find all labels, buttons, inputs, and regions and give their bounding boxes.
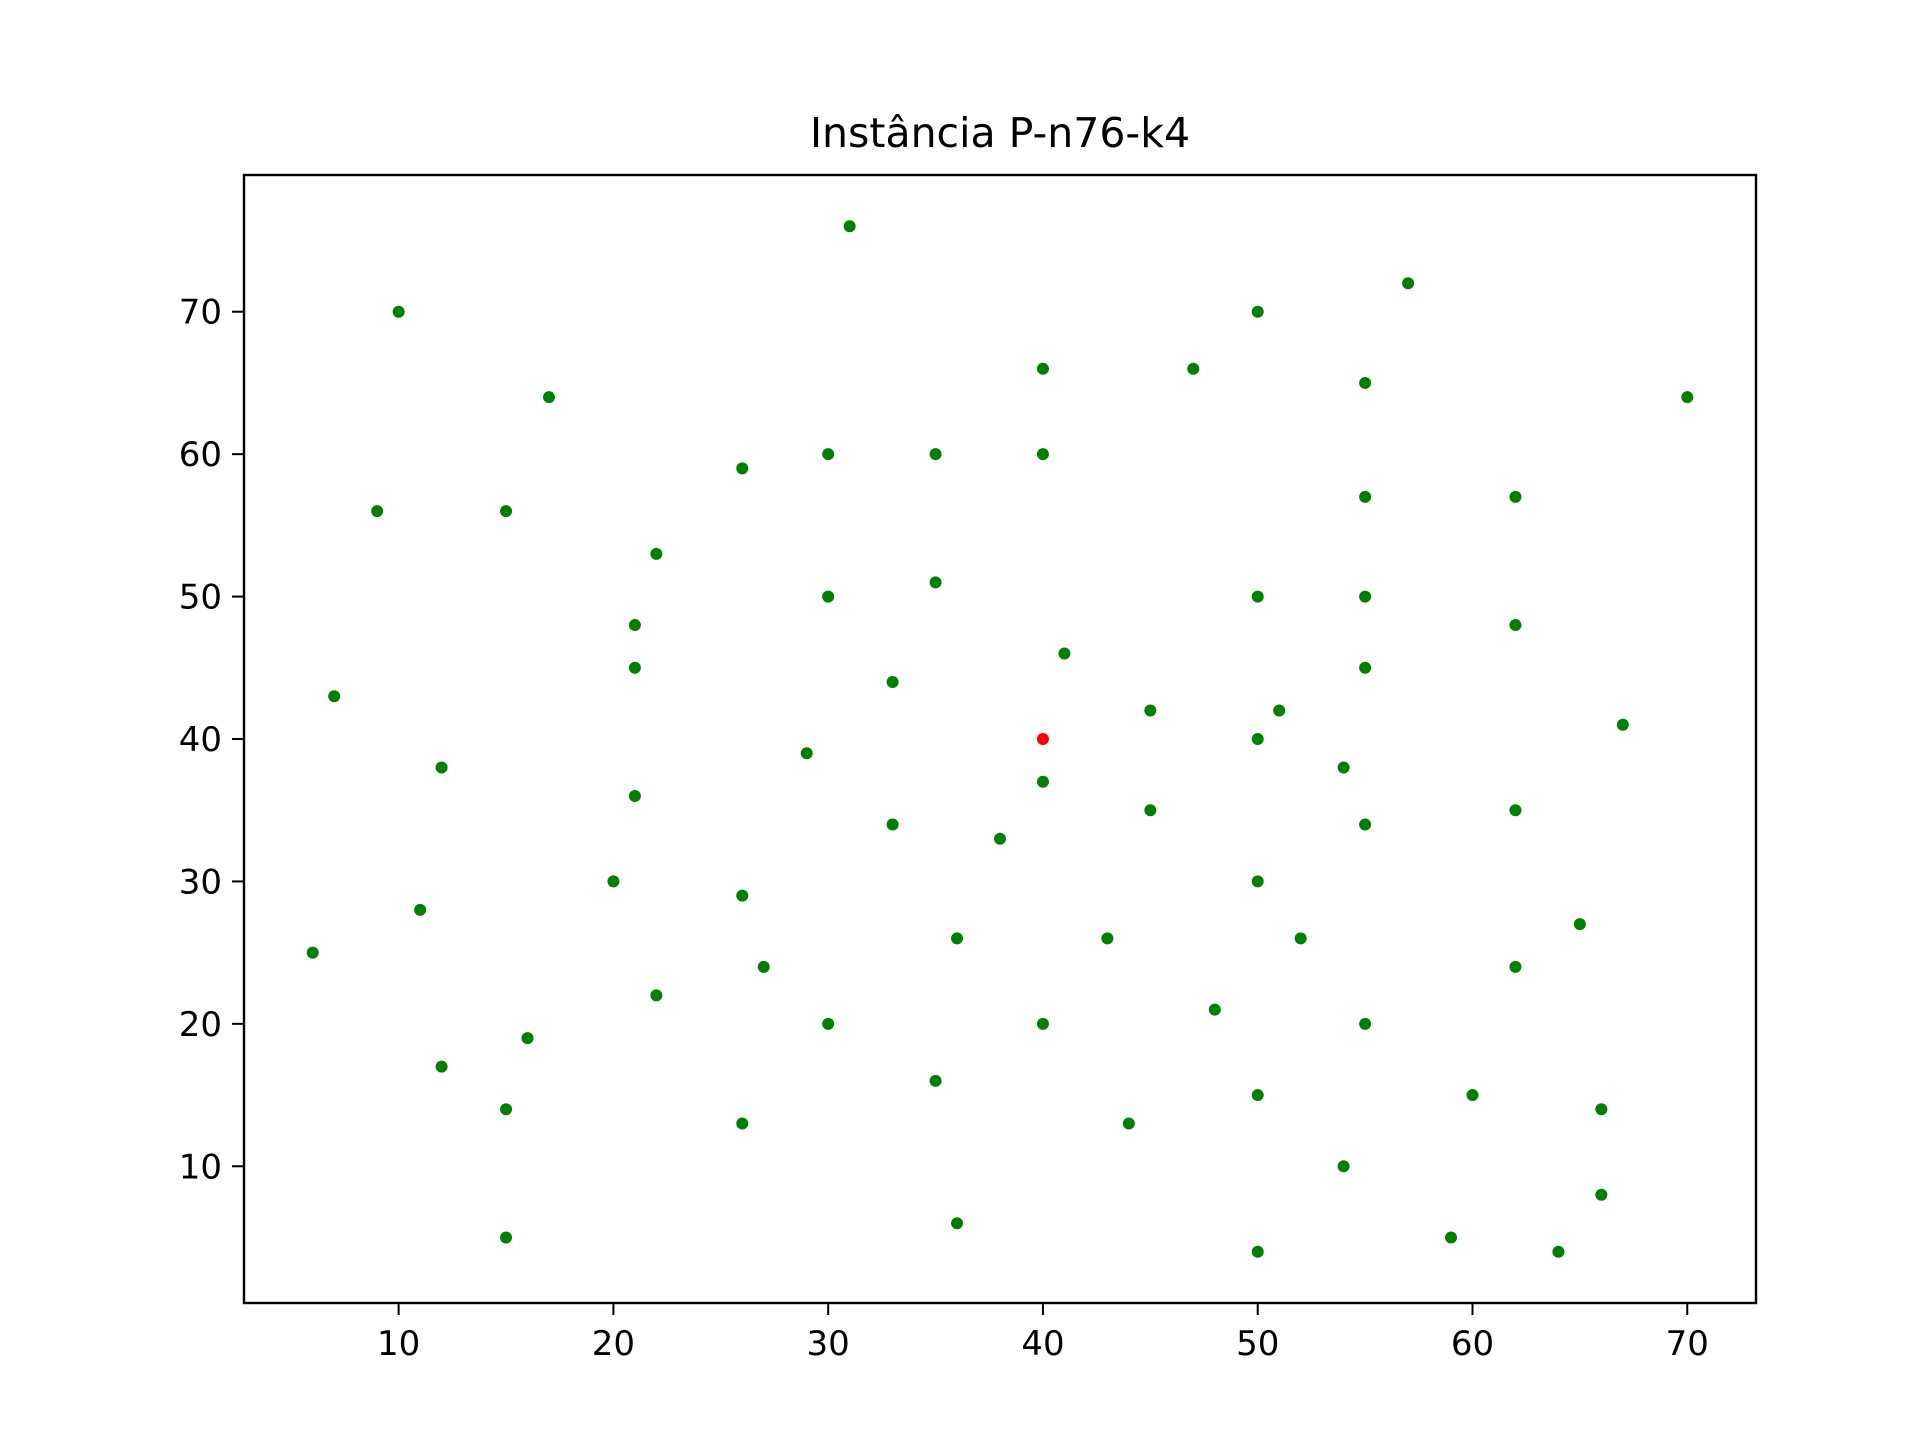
customer-point (822, 590, 835, 603)
y-tick-label: 30 (179, 862, 222, 902)
customer-point (1402, 277, 1415, 290)
customer-point (1359, 376, 1372, 389)
customer-point (650, 547, 663, 560)
customer-point (929, 448, 942, 461)
customer-point (414, 903, 427, 916)
customer-point (1251, 1089, 1264, 1102)
customer-point (736, 462, 749, 475)
y-tick-label: 20 (179, 1005, 222, 1045)
customer-point (628, 619, 641, 632)
customer-point (1616, 718, 1629, 731)
customer-point (500, 1103, 513, 1116)
x-tick-label: 10 (377, 1324, 420, 1364)
customer-point (328, 690, 341, 703)
customer-point (1466, 1089, 1479, 1102)
x-tick-label: 70 (1666, 1324, 1709, 1364)
customer-point (1359, 818, 1372, 831)
customer-point (1595, 1188, 1608, 1201)
customer-point (371, 505, 384, 518)
customer-point (1273, 704, 1286, 717)
customer-point (607, 875, 620, 888)
depot-point (1036, 733, 1049, 745)
y-tick-label: 50 (179, 578, 222, 618)
customer-point (1445, 1231, 1458, 1244)
y-tick-label: 40 (179, 720, 222, 760)
customer-point (1337, 1160, 1350, 1173)
customer-point (843, 220, 856, 233)
customer-point (1573, 918, 1586, 931)
customer-point (994, 832, 1006, 845)
y-tick-label: 60 (179, 435, 222, 475)
chart-title: Instância P-n76-k4 (810, 109, 1190, 157)
customer-point (1144, 804, 1157, 817)
customer-point (1359, 661, 1372, 674)
x-tick-label: 20 (592, 1324, 635, 1364)
customer-point (1036, 775, 1049, 788)
customer-point (1208, 1003, 1221, 1016)
customer-point (435, 1060, 448, 1073)
customer-point (1509, 619, 1522, 632)
customer-point (736, 889, 749, 902)
y-tick-label: 70 (179, 293, 222, 333)
customer-point (1251, 590, 1264, 603)
data-points (306, 220, 1694, 1258)
customer-point (1509, 490, 1522, 503)
customer-point (1251, 305, 1264, 318)
customer-point (1122, 1117, 1135, 1130)
customer-point (542, 391, 555, 404)
customer-point (951, 1217, 964, 1230)
customer-point (929, 1074, 942, 1087)
customer-point (929, 576, 942, 589)
customer-point (500, 505, 513, 518)
customer-point (822, 1017, 835, 1030)
customer-point (886, 818, 899, 831)
x-tick-label: 50 (1236, 1324, 1279, 1364)
customer-point (1337, 761, 1350, 774)
customer-point (822, 448, 835, 461)
customer-point (1144, 704, 1157, 717)
customer-point (392, 305, 405, 318)
customer-point (1509, 804, 1522, 817)
customer-point (1359, 490, 1372, 503)
customer-point (306, 946, 319, 959)
customer-point (500, 1231, 513, 1244)
customer-point (1359, 590, 1372, 603)
customer-point (1101, 932, 1114, 945)
customer-point (1509, 960, 1522, 973)
customer-point (1294, 932, 1307, 945)
y-tick-label: 10 (179, 1147, 222, 1187)
customer-point (757, 960, 770, 973)
axis-ticks: 10 20 30 40 50 60 70 10 20 30 40 50 60 70 (179, 293, 1709, 1364)
plot-area-frame (242, 173, 1758, 1305)
customer-point (1036, 362, 1049, 375)
customer-point (1036, 448, 1049, 461)
customer-point (951, 932, 964, 945)
customer-point (650, 989, 663, 1002)
customer-point (1251, 875, 1264, 888)
x-tick-label: 60 (1451, 1324, 1494, 1364)
customer-point (435, 761, 448, 774)
customer-point (1187, 362, 1200, 375)
customer-point (1681, 391, 1694, 404)
x-tick-label: 30 (807, 1324, 850, 1364)
customer-point (1251, 733, 1264, 745)
customer-point (628, 661, 641, 674)
customer-point (1036, 1017, 1049, 1030)
customer-point (800, 747, 813, 760)
customer-point (1058, 647, 1071, 660)
customer-point (521, 1032, 534, 1045)
customer-point (1359, 1017, 1372, 1030)
customer-point (1251, 1245, 1264, 1258)
customer-point (1552, 1245, 1565, 1258)
customer-point (1595, 1103, 1608, 1116)
customer-point (736, 1117, 749, 1130)
customer-point (628, 789, 641, 802)
customer-point (886, 676, 899, 689)
x-tick-label: 40 (1021, 1324, 1064, 1364)
